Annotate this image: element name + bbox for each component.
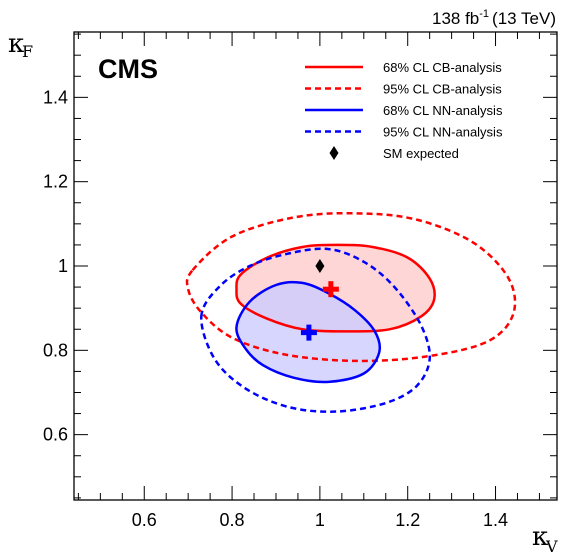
- y-tick-label: 1: [58, 256, 68, 276]
- legend-label: SM expected: [383, 146, 459, 161]
- y-axis-title: κ F: [8, 29, 33, 61]
- x-tick-label: 1.4: [483, 510, 508, 530]
- x-tick-label: 1.2: [395, 510, 420, 530]
- x-tick-label: 1: [315, 510, 325, 530]
- markers-layer: [300, 259, 339, 341]
- x-tick-label: 0.6: [132, 510, 157, 530]
- x-tick-label: 0.8: [220, 510, 245, 530]
- svg-text:κ: κ: [8, 29, 24, 59]
- legend: 68% CL CB-analysis 95% CL CB-analysis 68% …: [305, 60, 503, 161]
- sm-expected-marker: [315, 259, 325, 273]
- 68-cl-nn-analysis-contour: [235, 280, 382, 384]
- luminosity-label: 138 fb-1 (13 TeV): [432, 8, 556, 28]
- y-tick-label: 1.2: [43, 172, 68, 192]
- legend-entry-68-cl-nn-analysis: 68% CL NN-analysis: [305, 103, 503, 118]
- experiment-label: CMS: [98, 54, 158, 84]
- legend-label: 95% CL CB-analysis: [383, 82, 502, 97]
- legend-diamond-icon: [329, 146, 339, 160]
- 68-cl-nn-analysis-best-fit-marker: [300, 324, 317, 341]
- y-tick-label: 0.8: [43, 340, 68, 360]
- legend-label: 95% CL NN-analysis: [383, 125, 503, 140]
- legend-entry-95-cl-cb-analysis: 95% CL CB-analysis: [305, 82, 502, 97]
- svg-text:F: F: [22, 42, 33, 61]
- 68-cl-cb-analysis-best-fit-marker: [322, 281, 339, 298]
- legend-label: 68% CL NN-analysis: [383, 103, 503, 118]
- x-axis-title: κ V: [532, 522, 558, 556]
- svg-text:V: V: [545, 537, 558, 556]
- legend-entry-sm-expected: SM expected: [329, 146, 459, 161]
- y-tick-label: 0.6: [43, 425, 68, 445]
- svg-text:κ: κ: [532, 522, 548, 552]
- legend-entry-68-cl-cb-analysis: 68% CL CB-analysis: [305, 60, 502, 75]
- 68-cl-cb-analysis-contour: [235, 243, 436, 333]
- 95-cl-cb-analysis-contour: [185, 211, 517, 363]
- y-tick-label: 1.4: [43, 87, 68, 107]
- legend-label: 68% CL CB-analysis: [383, 60, 502, 75]
- ticks-layer: 0.6 0.8 1 1.2 1.4 0.6 0.8 1 1.2 1.4: [43, 32, 557, 530]
- 95-cl-nn-analysis-contour: [200, 247, 432, 413]
- legend-entry-95-cl-nn-analysis: 95% CL NN-analysis: [305, 125, 503, 140]
